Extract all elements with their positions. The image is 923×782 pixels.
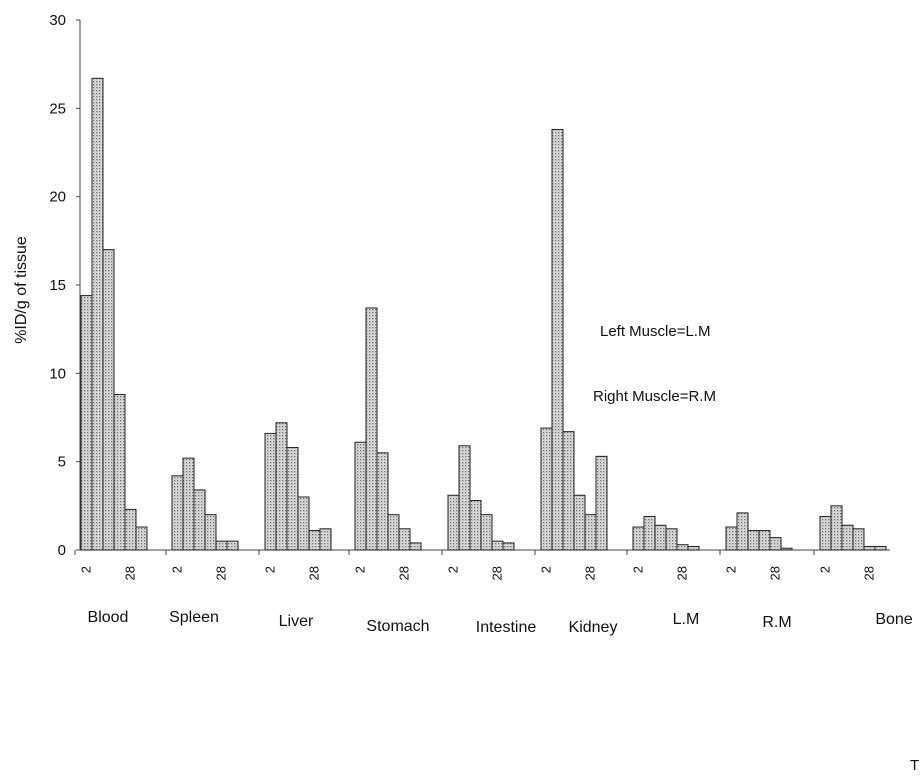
- group-label: Bone: [875, 611, 912, 628]
- group-label: R.M: [762, 614, 791, 631]
- bar: [91, 77, 104, 551]
- bar: [215, 540, 228, 551]
- bar: [654, 524, 667, 551]
- bar: [562, 431, 575, 551]
- stray-mark: T: [910, 757, 919, 774]
- bar: [135, 526, 148, 551]
- x-tick-label: 28: [675, 566, 690, 580]
- x-tick-label: 28: [490, 566, 505, 580]
- bar: [747, 530, 760, 551]
- group-label: Blood: [88, 609, 129, 626]
- x-tick-label: 28: [862, 566, 877, 580]
- x-tick-label: 28: [123, 566, 138, 580]
- bar: [584, 514, 597, 551]
- bar: [204, 514, 217, 551]
- bar: [365, 307, 378, 551]
- bar: [573, 494, 586, 551]
- bar: [665, 528, 678, 551]
- x-tick-label: 2: [631, 566, 646, 573]
- bar: [264, 432, 277, 551]
- bar: [102, 249, 115, 551]
- y-tick-label: 10: [49, 365, 66, 382]
- bar: [297, 496, 310, 551]
- x-tick-label: 2: [539, 566, 554, 573]
- bar: [491, 540, 504, 551]
- x-tick-label: 2: [353, 566, 368, 573]
- bar: [758, 530, 771, 551]
- group-label: Stomach: [366, 618, 429, 635]
- bar: [687, 545, 700, 551]
- x-tick-label: 28: [583, 566, 598, 580]
- bar: [458, 445, 471, 551]
- bar: [863, 545, 876, 551]
- bar: [447, 494, 460, 551]
- x-tick-label: 28: [214, 566, 229, 580]
- bar: [226, 540, 239, 551]
- group-labels: Blood Spleen Liver Stomach Intestine Kidney L.…: [88, 609, 913, 636]
- group-label: Kidney: [569, 619, 618, 636]
- annotation-right-muscle: Right Muscle=R.M: [593, 388, 716, 405]
- bar: [469, 500, 482, 551]
- bar: [502, 542, 515, 551]
- y-tick-label: 5: [58, 454, 66, 471]
- bar: [275, 422, 288, 551]
- x-tick-label: 2: [818, 566, 833, 573]
- x-tick-label: 2: [263, 566, 278, 573]
- bar: [769, 537, 782, 551]
- bar: [354, 441, 367, 551]
- bar: [398, 528, 411, 551]
- annotation-left-muscle: Left Muscle=L.M: [600, 323, 710, 340]
- bar: [376, 452, 389, 551]
- bar: [725, 526, 738, 551]
- bar: [80, 295, 93, 551]
- bar: [409, 542, 422, 551]
- bar: [595, 455, 608, 551]
- bar: [643, 515, 656, 551]
- bar: [874, 545, 887, 551]
- y-tick-label: 15: [49, 277, 66, 294]
- bar: [852, 528, 865, 551]
- bar: [193, 489, 206, 551]
- bar: [632, 526, 645, 551]
- x-tick-label: 28: [397, 566, 412, 580]
- y-tick-label: 30: [49, 12, 66, 29]
- y-axis-label: %ID/g of tissue: [13, 236, 30, 344]
- bar: [551, 129, 564, 551]
- x-tick-label: 2: [724, 566, 739, 573]
- bar: [676, 544, 689, 551]
- y-tick-label: 25: [49, 100, 66, 117]
- x-tick-label: 28: [768, 566, 783, 580]
- bar: [124, 508, 137, 551]
- bar: [841, 524, 854, 551]
- bar: [830, 505, 843, 551]
- x-tick-label: 2: [446, 566, 461, 573]
- y-tick-label: 20: [49, 189, 66, 206]
- group-label: L.M: [673, 611, 700, 628]
- bar: [171, 475, 184, 551]
- bar: [480, 514, 493, 551]
- x-tick-labels: 2 28 2 28 2 28 2 28 2 28 2 28 2 28 2 28 2 28: [74, 550, 877, 580]
- y-tick-label: 0: [58, 542, 66, 559]
- bar: [182, 457, 195, 551]
- bar: [113, 394, 126, 551]
- bar: [319, 528, 332, 551]
- bar: [780, 547, 793, 551]
- x-tick-label: 2: [79, 566, 94, 573]
- bars: [80, 77, 887, 551]
- group-label: Intestine: [476, 619, 537, 636]
- x-tick-label: 2: [170, 566, 185, 573]
- bar: [736, 512, 749, 551]
- bar: [819, 515, 832, 551]
- bar: [286, 447, 299, 551]
- y-ticks: 0 5 10 15 20 25 30: [49, 12, 80, 559]
- group-label: Liver: [279, 613, 314, 630]
- group-label: Spleen: [169, 609, 219, 626]
- bar: [387, 514, 400, 551]
- bar: [540, 427, 553, 551]
- x-tick-label: 28: [307, 566, 322, 580]
- bar: [308, 530, 321, 551]
